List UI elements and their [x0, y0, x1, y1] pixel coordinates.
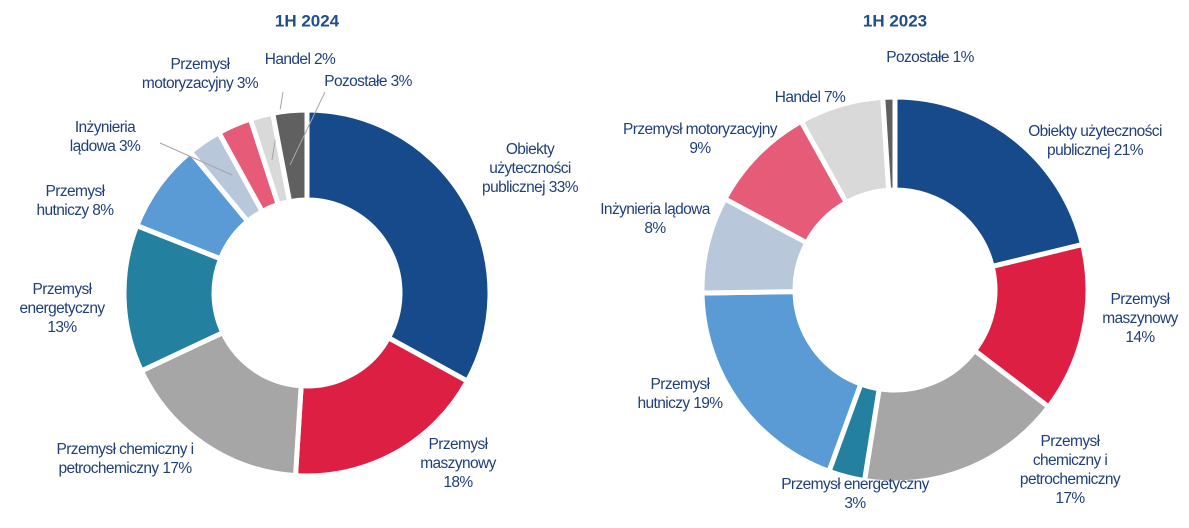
- category: Pozostałe: [886, 49, 949, 66]
- slice-label: Przemysł energetyczny 3%: [780, 475, 930, 513]
- category: Przemysł maszynowy: [420, 436, 496, 472]
- category: Obiekty użyteczności publicznej: [482, 141, 571, 196]
- category: Handel: [774, 89, 821, 106]
- category: Przemysł motoryzacyjny: [141, 56, 234, 92]
- category: Inżynieria lądowa: [600, 201, 710, 218]
- category: Przemysł chemiczny i petrochemiczny: [1019, 433, 1121, 488]
- slice-label: Przemysł hutniczy 19%: [635, 375, 725, 413]
- value: 19%: [693, 395, 723, 412]
- value: 2%: [314, 51, 336, 68]
- slice-label: Przemysł chemiczny i petrochemiczny 17%: [1005, 432, 1135, 508]
- category: Pozostałe: [324, 73, 387, 90]
- value: 21%: [1113, 142, 1144, 159]
- slice-label: Inżynieria lądowa 3%: [55, 118, 155, 156]
- slice-label: Przemysł hutniczy 8%: [30, 182, 120, 220]
- slice: [138, 329, 304, 479]
- slice: [880, 94, 898, 193]
- chart-title: 1H 2024: [275, 11, 340, 30]
- category: Obiekty użyteczności publicznej: [1028, 123, 1162, 159]
- slice: [304, 107, 493, 385]
- slice: [699, 289, 865, 475]
- value: 3%: [844, 495, 866, 512]
- value: 3%: [390, 73, 413, 90]
- value: 14%: [1125, 329, 1155, 346]
- slice: [269, 107, 310, 205]
- slice-label: Przemysł maszynowy 14%: [1090, 290, 1189, 347]
- slice-label: Pozostałe 1%: [885, 48, 975, 67]
- slice-label: Przemysł chemiczny i petrochemiczny 17%: [35, 440, 215, 478]
- value: 18%: [443, 474, 473, 491]
- value: 7%: [824, 89, 846, 106]
- slice-label: Przemysł energetyczny 13%: [7, 280, 117, 337]
- slice: [892, 94, 1086, 270]
- category: Przemysł maszynowy: [1102, 291, 1178, 327]
- value: 13%: [47, 319, 77, 336]
- slice-label: Przemysł maszynowy 18%: [408, 435, 508, 492]
- category: Przemysł hutniczy: [637, 376, 710, 412]
- category: Handel: [264, 51, 311, 68]
- category: Przemysł motoryzacyjny: [623, 121, 777, 138]
- slice-label: Obiekty użyteczności publicznej 33%: [480, 140, 580, 197]
- category: Przemysł energetyczny: [781, 476, 929, 493]
- slice-label: Inżynieria lądowa 8%: [600, 200, 710, 238]
- category: Przemysł energetyczny: [19, 281, 106, 317]
- leader-line: [159, 142, 233, 176]
- category: Przemysł chemiczny i petrochemiczny: [56, 441, 195, 477]
- slice-label: Handel 2%: [240, 50, 360, 69]
- value: 3%: [236, 75, 259, 92]
- value: 9%: [689, 140, 711, 157]
- category: Inżynieria lądowa: [69, 119, 136, 155]
- slice-label: Przemysł motoryzacyjny 3%: [130, 55, 270, 93]
- value: 3%: [119, 138, 141, 155]
- category: Przemysł hutniczy: [36, 183, 106, 219]
- value: 17%: [162, 460, 192, 477]
- value: 1%: [952, 49, 975, 66]
- value: 8%: [92, 202, 114, 219]
- slice: [292, 334, 471, 479]
- slice-label: Pozostałe 3%: [318, 72, 418, 91]
- leader-line: [289, 91, 326, 166]
- chart-title: 1H 2023: [863, 11, 927, 30]
- slice-label: Handel 7%: [750, 88, 870, 107]
- value: 8%: [644, 220, 666, 237]
- slice-label: Przemysł motoryzacyjny 9%: [620, 120, 780, 158]
- value: 17%: [1055, 490, 1085, 507]
- slice-label: Obiekty użyteczności publicznej 21%: [1010, 122, 1180, 160]
- slice: [861, 347, 1053, 486]
- value: 33%: [548, 179, 579, 196]
